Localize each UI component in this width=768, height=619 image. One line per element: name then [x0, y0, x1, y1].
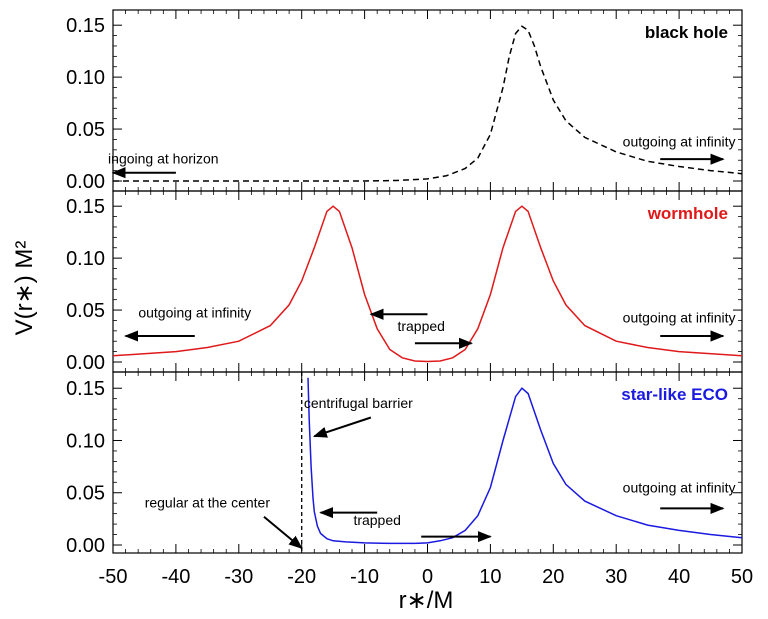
panel-bottom: -50 -40 -30 -20 -10 0 10 20 30 40 50 0.00 0.05 0.10 0.…: [66, 371, 753, 588]
annotation-label: outgoing at infinity: [623, 134, 736, 150]
y-tick-label: 0.10: [66, 67, 105, 89]
y-tick-label: 0.05: [66, 483, 105, 505]
y-tick-label: 0.15: [66, 378, 105, 400]
y-axis-label: V(r∗) M²: [11, 241, 38, 336]
annotation-label: outgoing at infinity: [138, 304, 251, 320]
y-tick-label: 0.00: [66, 171, 105, 193]
annotation-label: outgoing at infinity: [623, 310, 736, 326]
x-tick-label: -10: [350, 566, 379, 588]
annotation-arrow: [312, 416, 372, 438]
y-tick-label: 0.05: [66, 119, 105, 141]
x-tick-label: -50: [99, 566, 128, 588]
series-line-bottom: [307, 377, 742, 545]
annotation-label: ingoing at horizon: [108, 150, 219, 166]
annotation-label: regular at the center: [145, 494, 271, 510]
x-tick-label: 20: [542, 566, 564, 588]
x-tick-label: 50: [731, 566, 753, 588]
series-line-top: [113, 25, 742, 182]
annotation-label: outgoing at infinity: [623, 480, 736, 496]
x-tick-label: -20: [287, 566, 316, 588]
panel-middle: 0.00 0.05 0.10 0.15 wormhole outgoing at infi…: [66, 190, 743, 374]
x-tick-label: 10: [479, 566, 501, 588]
y-tick-label: 0.10: [66, 248, 105, 270]
y-tick-label: 0.15: [66, 15, 105, 37]
annotation-arrow: [263, 516, 303, 550]
x-tick-label: -40: [161, 566, 190, 588]
panel-title: black hole: [645, 23, 728, 42]
y-tick-label: 0.10: [66, 430, 105, 452]
y-tick-label: 0.00: [66, 352, 105, 374]
x-tick-label: 30: [605, 566, 627, 588]
annotation-label: trapped: [353, 512, 400, 528]
series-line-middle: [113, 205, 742, 363]
annotation-label: trapped: [397, 318, 444, 334]
annotation-label: centrifugal barrier: [304, 395, 413, 411]
x-tick-label: 0: [422, 566, 433, 588]
x-tick-label: 40: [668, 566, 690, 588]
panel-title: star-like ECO: [621, 385, 728, 404]
panel-top: 0.00 0.05 0.10 0.15 black hole ingoing at hor…: [66, 9, 743, 193]
x-tick-label: -30: [224, 566, 253, 588]
y-tick-label: 0.05: [66, 300, 105, 322]
x-axis-label: r∗/M: [399, 587, 454, 614]
y-tick-label: 0.00: [66, 535, 105, 557]
y-tick-label: 0.15: [66, 196, 105, 218]
panel-title: wormhole: [647, 204, 728, 223]
